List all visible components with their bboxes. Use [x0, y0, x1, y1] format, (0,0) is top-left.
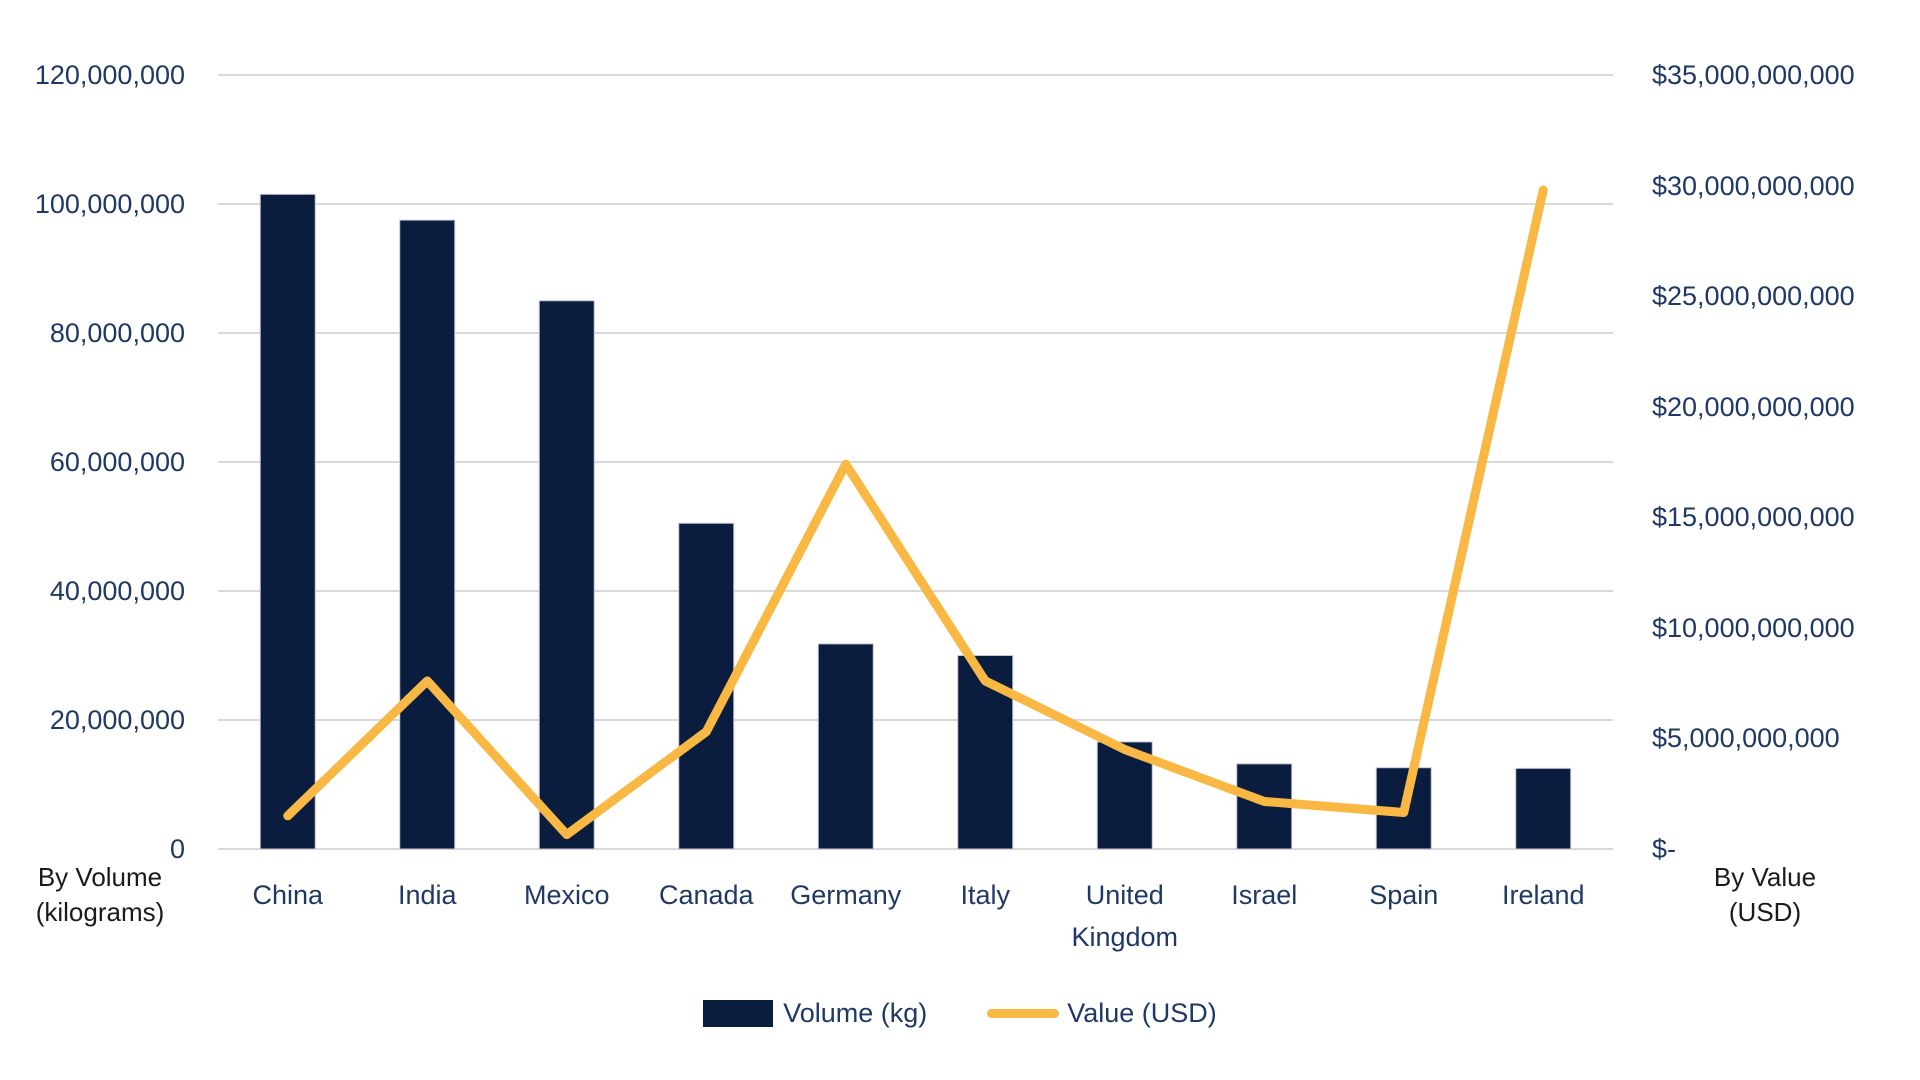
legend: Volume (kg) Value (USD): [0, 992, 1920, 1034]
category-label-india: India: [397, 880, 457, 910]
category-label-israel: Israel: [1231, 880, 1298, 910]
right-axis-title: By Value (USD): [1700, 860, 1830, 930]
right-axis-title-line2: (USD): [1728, 897, 1802, 927]
legend-label-volume: Volume (kg): [783, 998, 928, 1028]
value-line: [283, 185, 1548, 840]
legend-line-swatch: [987, 1008, 1060, 1018]
category-label-mexico: Mexico: [523, 880, 610, 910]
right-axis-tick: $10,000,000,000: [1652, 612, 1855, 643]
right-axis-tick: $-: [1652, 834, 1677, 864]
bar-germany: [817, 643, 874, 850]
legend-item-value: Value (USD): [987, 992, 1217, 1034]
bar-china: [259, 193, 316, 850]
bar-ireland: [1515, 767, 1572, 850]
category-label-ireland: Ireland: [1501, 880, 1585, 910]
category-label-united-kingdom: United Kingdom: [1071, 880, 1179, 952]
bar-canada: [678, 522, 735, 850]
legend-bar-swatch: [703, 999, 774, 1027]
category-label-germany: Germany: [790, 880, 902, 910]
left-axis-tick: 80,000,000: [49, 318, 185, 348]
right-axis-tick: $20,000,000,000: [1652, 391, 1855, 422]
left-axis-tick: 40,000,000: [49, 576, 185, 606]
left-axis-tick: 120,000,000: [34, 60, 185, 90]
right-axis-tick: $30,000,000,000: [1652, 170, 1855, 201]
right-axis-tick: $15,000,000,000: [1652, 502, 1855, 533]
left-axis-title-line1: By Volume: [37, 862, 163, 892]
category-label-italy: Italy: [960, 880, 1011, 910]
bar-india: [399, 219, 456, 850]
category-label-spain: Spain: [1369, 880, 1439, 910]
left-axis-title: By Volume (kilograms): [10, 860, 190, 930]
right-axis-tick: $35,000,000,000: [1652, 60, 1855, 90]
right-axis-tick: $5,000,000,000: [1652, 723, 1840, 754]
left-axis-tick: 0: [169, 834, 185, 864]
right-axis-tick: $25,000,000,000: [1652, 281, 1855, 312]
category-label-china: China: [252, 880, 324, 910]
bar-mexico: [538, 300, 595, 850]
legend-item-volume: Volume (kg): [703, 992, 927, 1034]
left-axis-tick: 60,000,000: [49, 447, 185, 477]
legend-label-value: Value (USD): [1067, 998, 1217, 1028]
left-axis-tick: 100,000,000: [34, 189, 185, 219]
category-label-canada: Canada: [658, 880, 754, 910]
left-axis-tick: 20,000,000: [49, 705, 185, 735]
right-axis-title-line1: By Value: [1713, 862, 1817, 892]
left-axis-title-line2: (kilograms): [35, 897, 165, 927]
